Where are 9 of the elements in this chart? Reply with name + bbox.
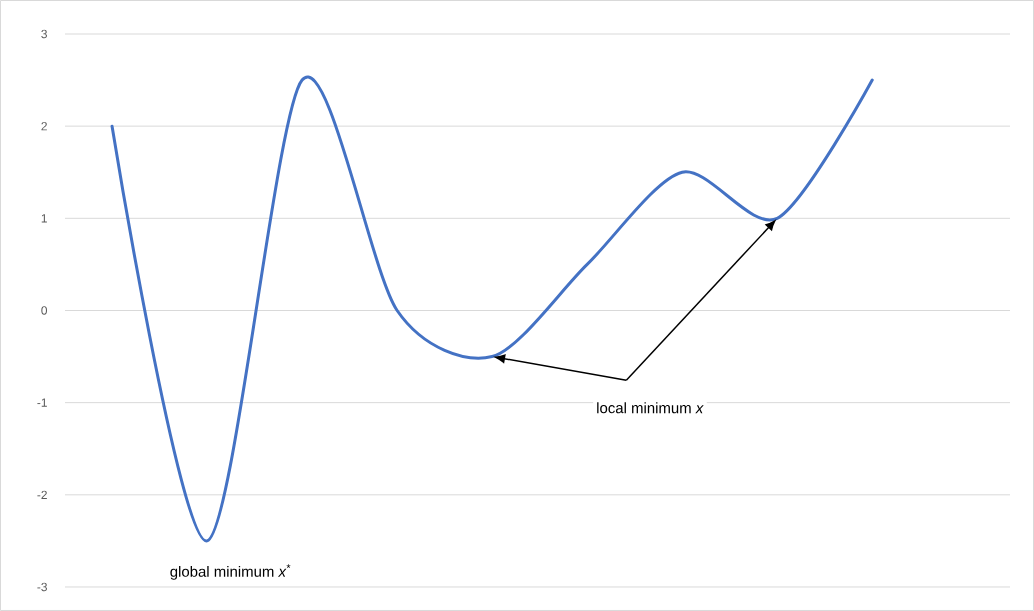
annotation: global minimum x$^{*}$ <box>170 564 291 580</box>
y-tick-label: 3 <box>41 29 47 39</box>
y-tick-label: -3 <box>37 582 47 592</box>
y-tick-label: -2 <box>37 490 47 499</box>
y-tick-label: 2 <box>41 121 47 131</box>
y-tick-label: -1 <box>37 398 47 407</box>
annotation: local minimum x <box>597 402 704 414</box>
y-tick-label: 1 <box>41 214 47 223</box>
y-tick-label: 0 <box>41 306 48 315</box>
